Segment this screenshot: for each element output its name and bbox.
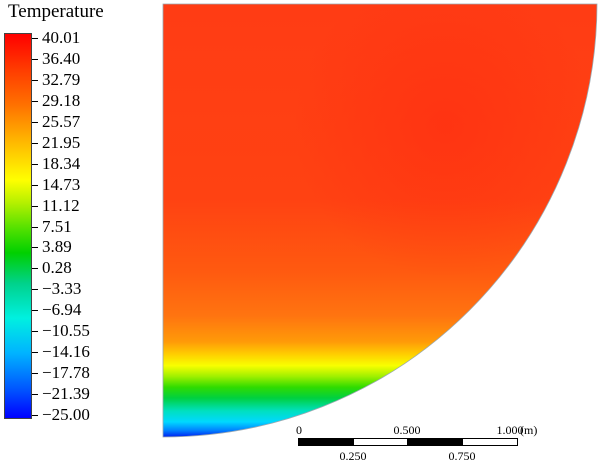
domain-outline bbox=[162, 3, 598, 438]
legend-tick-label: 11.12 bbox=[42, 196, 80, 215]
scale-segment-3 bbox=[407, 438, 463, 446]
scale-segment-4 bbox=[462, 438, 518, 446]
legend-tick bbox=[32, 206, 38, 207]
legend-tick bbox=[32, 394, 38, 395]
temperature-field bbox=[163, 4, 597, 437]
legend-tick-label: −6.94 bbox=[42, 300, 82, 319]
legend-tick bbox=[32, 59, 38, 60]
legend-tick-label: 29.18 bbox=[42, 91, 81, 110]
legend-tick bbox=[32, 227, 38, 228]
legend-tick-label: 3.89 bbox=[42, 237, 72, 256]
legend-tick bbox=[32, 289, 38, 290]
legend-tick bbox=[32, 185, 38, 186]
legend-tick-label: 40.01 bbox=[42, 28, 81, 47]
legend-tick-label: −21.39 bbox=[42, 384, 90, 403]
legend-tick-label: 36.40 bbox=[42, 49, 81, 68]
scale-segment-1 bbox=[298, 438, 354, 446]
legend-tick-label: 25.57 bbox=[42, 112, 81, 131]
scale-label-0: 0 bbox=[296, 423, 302, 437]
legend-tick-label: −3.33 bbox=[42, 279, 82, 298]
temperature-colorbar bbox=[4, 33, 32, 419]
legend-tick bbox=[32, 143, 38, 144]
legend-tick bbox=[32, 80, 38, 81]
scale-unit: (m) bbox=[520, 423, 538, 437]
legend-tick-label: 18.34 bbox=[42, 154, 81, 173]
legend-tick bbox=[32, 352, 38, 353]
legend-tick bbox=[32, 331, 38, 332]
legend-tick bbox=[32, 101, 38, 102]
scale-label-750: 0.750 bbox=[448, 449, 476, 463]
legend-tick-label: −14.16 bbox=[42, 342, 90, 361]
legend-tick bbox=[32, 415, 38, 416]
legend-tick bbox=[32, 373, 38, 374]
legend-tick bbox=[32, 247, 38, 248]
legend-tick-label: −10.55 bbox=[42, 321, 90, 340]
legend-tick-label: 14.73 bbox=[42, 175, 81, 194]
scale-label-250: 0.250 bbox=[339, 449, 367, 463]
scale-label-1000: 1.000 bbox=[496, 423, 524, 437]
legend-tick-label: 7.51 bbox=[42, 217, 72, 236]
legend-title: Temperature bbox=[8, 1, 104, 22]
scale-segment-2 bbox=[353, 438, 408, 446]
legend-tick bbox=[32, 310, 38, 311]
legend-tick bbox=[32, 38, 38, 39]
legend-tick bbox=[32, 122, 38, 123]
legend-tick-label: 21.95 bbox=[42, 133, 81, 152]
scale-label-500: 0.500 bbox=[393, 423, 421, 437]
legend-tick-label: 32.79 bbox=[42, 70, 81, 89]
legend-tick bbox=[32, 164, 38, 165]
legend-tick-label: −17.78 bbox=[42, 363, 90, 382]
legend-tick bbox=[32, 268, 38, 269]
legend-tick-label: −25.00 bbox=[42, 405, 90, 424]
legend-tick-label: 0.28 bbox=[42, 258, 72, 277]
